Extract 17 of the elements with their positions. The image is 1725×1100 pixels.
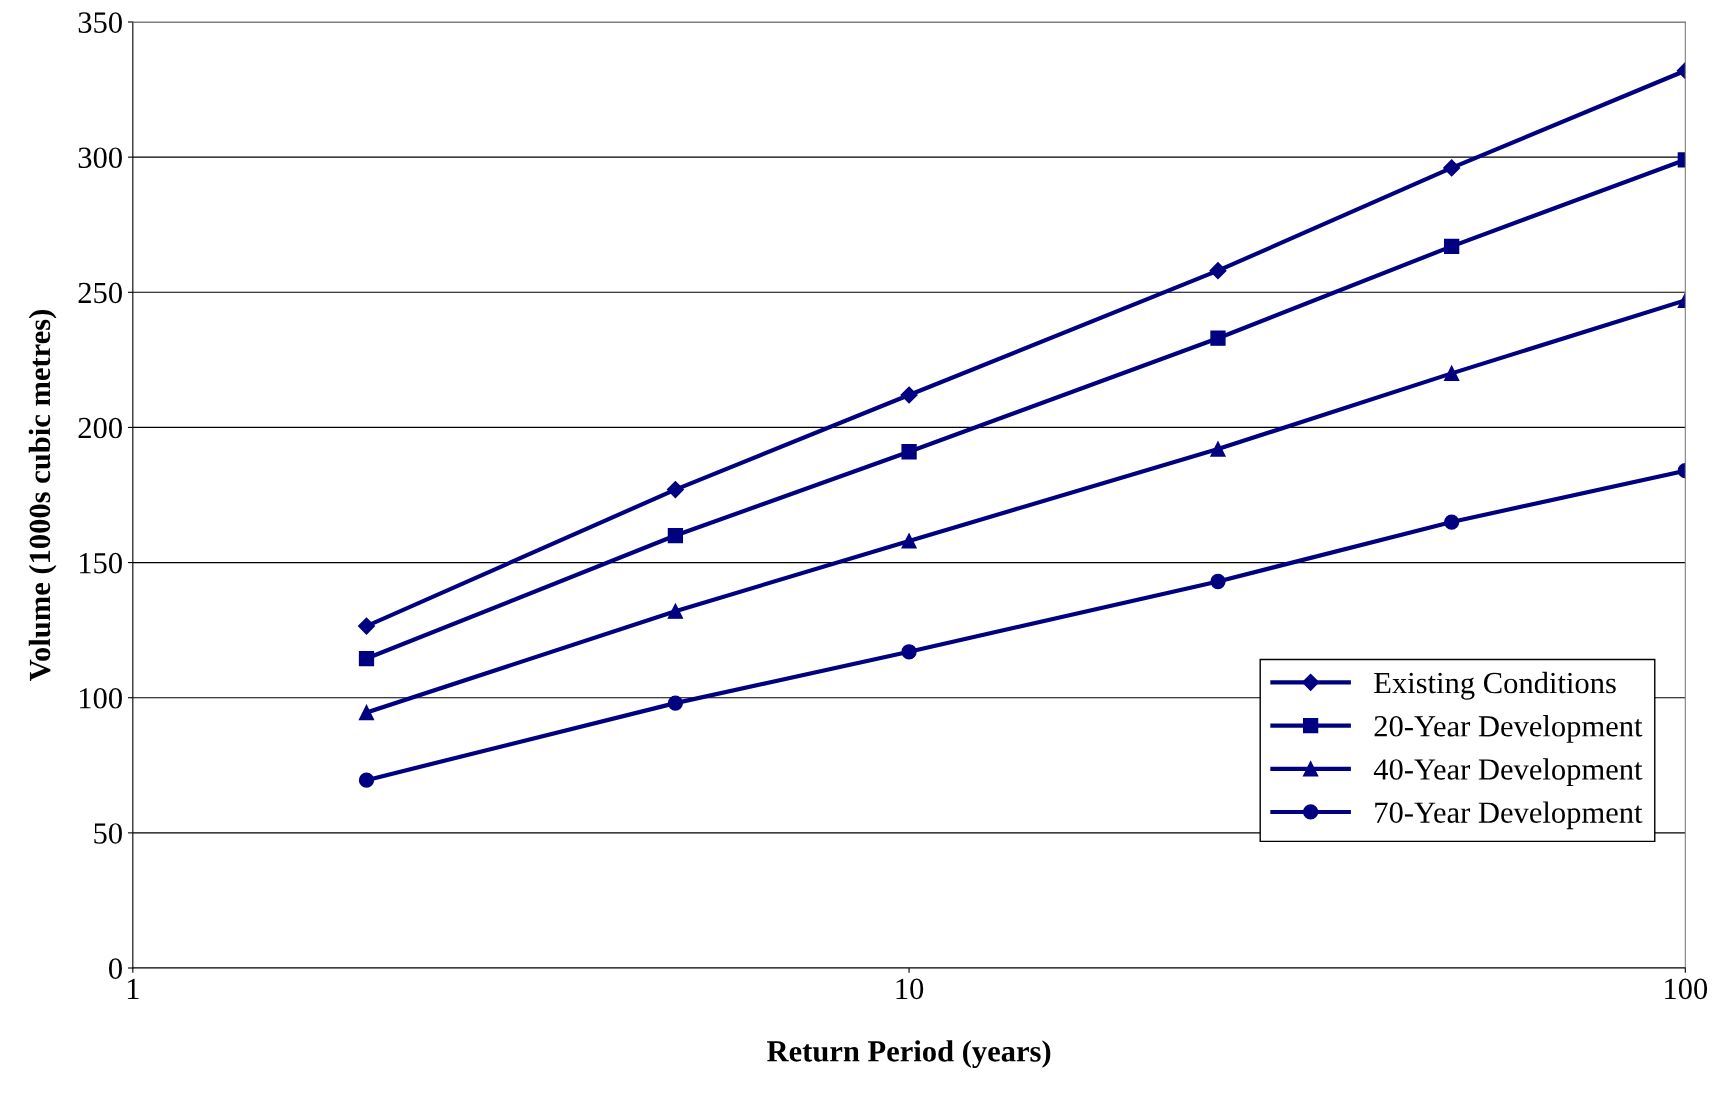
- y-tick-label: 250: [78, 282, 122, 304]
- x-tick-label: 10: [896, 978, 924, 1000]
- legend-label: Existing Conditions: [1374, 671, 1616, 700]
- x-tick-label: 1: [127, 978, 139, 999]
- y-tick-label: 100: [79, 688, 122, 709]
- y-tick-label: 50: [94, 823, 122, 844]
- y-tick-label: 350: [78, 12, 122, 33]
- y-tick-label: 150: [79, 552, 122, 574]
- x-tick-label: 100: [1665, 978, 1708, 1000]
- legend-label: 20-Year Development: [1374, 715, 1643, 743]
- y-axis-title: Volume (1000s cubic metres): [28, 310, 57, 681]
- legend-label: 70-Year Development: [1375, 801, 1643, 830]
- y-tick-label: 200: [78, 417, 122, 439]
- x-axis-title: Return Period (years): [767, 1040, 1051, 1068]
- y-tick-label: 300: [78, 147, 122, 169]
- legend-label: 40-Year Development: [1373, 758, 1643, 786]
- y-tick-label: 0: [108, 958, 122, 979]
